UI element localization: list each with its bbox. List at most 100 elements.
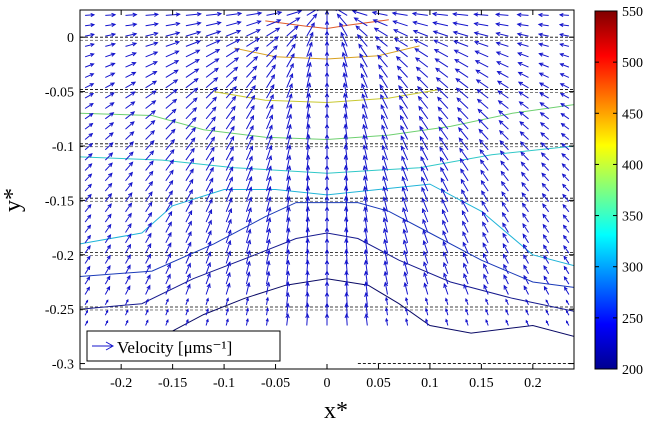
velocity-arrow-head: [247, 196, 253, 202]
velocity-arrow-head: [353, 17, 359, 22]
velocity-arrow: [479, 139, 489, 151]
velocity-arrow: [476, 79, 489, 89]
velocity-arrow-head: [106, 244, 111, 250]
velocity-arrow-head: [437, 96, 442, 102]
velocity-arrow-head: [132, 32, 138, 37]
velocity-arrow-head: [148, 201, 153, 207]
velocity-arrow: [125, 285, 131, 295]
velocity-arrow: [245, 272, 250, 285]
velocity-arrow-head: [381, 144, 386, 150]
velocity-arrow: [104, 183, 112, 192]
velocity-arrow: [562, 173, 570, 182]
velocity-arrow: [125, 265, 131, 275]
velocity-arrow: [145, 285, 151, 295]
velocity-arrow: [286, 34, 297, 47]
velocity-arrow: [433, 22, 449, 27]
velocity-arrow-head: [226, 250, 232, 256]
y-tick-label: -0.05: [45, 86, 74, 101]
velocity-arrow-head: [111, 22, 117, 28]
velocity-arrow: [482, 222, 489, 233]
velocity-arrow: [306, 217, 309, 233]
velocity-arrow: [104, 276, 111, 285]
velocity-arrow-head: [541, 193, 547, 198]
colorbar-tick-label: 200: [622, 363, 643, 378]
velocity-arrow: [454, 49, 469, 58]
velocity-arrow-head: [560, 102, 565, 107]
velocity-arrow-head: [257, 11, 263, 16]
velocity-arrow-head: [193, 87, 199, 93]
velocity-arrow: [185, 221, 192, 233]
velocity-arrow-head: [363, 185, 368, 191]
velocity-arrow: [337, 10, 348, 16]
velocity-arrow: [397, 75, 408, 89]
velocity-arrow: [436, 87, 449, 99]
velocity-arrow: [402, 176, 409, 192]
velocity-arrow: [385, 308, 388, 316]
velocity-arrow-head: [439, 156, 444, 162]
velocity-arrow-head: [254, 46, 260, 52]
velocity-arrow: [145, 202, 153, 213]
velocity-arrow: [185, 137, 196, 151]
velocity-arrow-head: [205, 308, 209, 312]
velocity-arrow-head: [539, 92, 545, 97]
velocity-arrow: [185, 97, 198, 109]
velocity-arrow: [185, 13, 201, 16]
contour-250: [162, 278, 574, 337]
velocity-arrow-head: [537, 22, 543, 28]
velocity-arrow: [413, 30, 428, 37]
velocity-arrow-head: [412, 29, 418, 34]
velocity-arrow-head: [560, 112, 565, 118]
velocity-arrow: [245, 282, 250, 295]
velocity-arrow-head: [563, 255, 568, 260]
velocity-arrow: [165, 222, 172, 233]
velocity-arrow: [363, 155, 368, 171]
velocity-arrow: [145, 222, 152, 233]
velocity-arrow: [266, 186, 271, 202]
velocity-arrow-head: [265, 307, 269, 312]
velocity-arrow: [286, 94, 292, 109]
velocity-arrow-head: [248, 186, 253, 192]
velocity-arrow-head: [211, 116, 216, 122]
x-tick-label: 0.2: [524, 376, 542, 391]
velocity-arrow-head: [392, 20, 398, 25]
velocity-arrow-head: [175, 21, 181, 27]
velocity-arrow: [205, 67, 219, 78]
velocity-arrow-head: [288, 83, 293, 89]
velocity-arrow: [125, 172, 133, 182]
velocity-arrow: [540, 132, 550, 140]
velocity-arrow-head: [108, 162, 113, 168]
velocity-arrow: [365, 271, 368, 285]
velocity-arrow: [402, 187, 409, 202]
velocity-arrow: [266, 64, 276, 78]
velocity-arrow: [522, 234, 529, 244]
velocity-arrow-head: [518, 91, 524, 96]
velocity-arrow: [266, 217, 271, 233]
velocity-arrow-head: [379, 83, 384, 90]
velocity-arrow-head: [364, 302, 369, 308]
velocity-arrow: [306, 62, 311, 78]
velocity-arrow: [365, 282, 368, 295]
velocity-arrow-head: [559, 83, 565, 87]
velocity-arrow: [543, 286, 550, 295]
velocity-arrow-head: [266, 260, 271, 266]
velocity-arrow-head: [343, 92, 348, 98]
velocity-arrow-head: [196, 21, 202, 26]
velocity-arrow: [459, 158, 469, 171]
velocity-arrow: [306, 271, 309, 285]
velocity-arrow: [205, 157, 215, 171]
velocity-arrow-head: [377, 54, 382, 60]
velocity-arrow-head: [417, 85, 422, 91]
velocity-arrow-head: [562, 203, 567, 209]
velocity-arrow-head: [268, 134, 273, 140]
velocity-arrow-head: [150, 129, 156, 135]
velocity-arrow-head: [478, 118, 483, 124]
velocity-arrow: [382, 145, 388, 161]
velocity-arrow: [538, 14, 549, 16]
velocity-arrow-head: [454, 59, 460, 64]
velocity-arrow-head: [174, 50, 180, 55]
velocity-arrow: [342, 52, 348, 68]
velocity-arrow: [503, 254, 509, 264]
velocity-arrow: [266, 308, 269, 316]
velocity-arrow: [559, 14, 569, 16]
colorbar-gradient: [594, 10, 618, 370]
